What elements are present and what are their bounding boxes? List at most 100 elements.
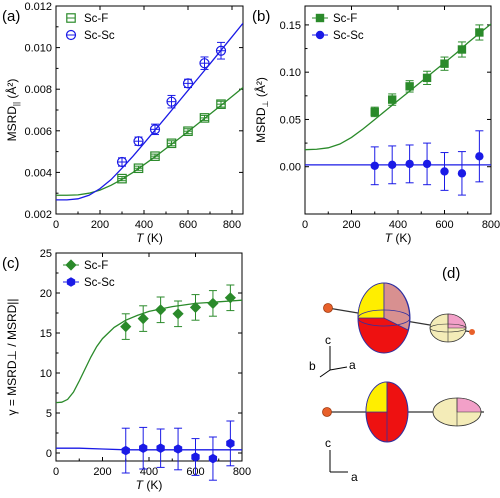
x-axis-label-var: T [385,231,394,245]
y-axis-label: γ = MSRD⊥ / MSRD|| [5,298,19,415]
fit-line [56,87,243,196]
data-point [189,301,202,313]
y-tick-label: 0.10 [280,67,301,79]
data-point [422,73,432,83]
y-tick-label: 0.006 [24,126,52,138]
panel-b-chart: 0 200 400 600 800 0.00 0.05 0.10 0.15 T (K) MSRD⊥ … [252,5,500,245]
data-point [166,96,177,107]
axis-b-top [319,369,331,378]
y-tick-label: 15 [40,328,52,340]
y-tick-label: 0.00 [280,162,301,174]
x-axis-label: T (K) [136,478,163,492]
data-point [422,159,432,169]
data-point [155,304,167,316]
data-point [139,443,148,453]
series-sc-f [56,87,243,196]
panel-d-illustration: (d) c a b [309,265,484,484]
x-tick-label: 200 [342,219,360,231]
axis-a-top [329,366,348,371]
y-tick-label: 0.010 [24,43,52,55]
legend-label: Sc-Sc [333,30,364,42]
y-axis-label: MSRD⊥ (Å²) [253,77,270,143]
x-tick-label: 800 [233,466,251,478]
x-axis-label-var: T [136,478,145,492]
data-point [224,292,236,304]
ellipsoid-group-top [323,282,475,354]
fit-line [56,299,242,404]
data-point [370,107,379,117]
x-axis-label-unit: (K) [143,478,162,492]
series-sc-sc [56,420,242,481]
axis-a-bottom-label: a [351,470,358,484]
panel-a-chart: 0 200 400 600 800 0.002 0.004 0.006 0.008 0.010 0.… [2,1,244,245]
axis-b-top-label: b [309,359,316,373]
data-point [457,45,467,54]
sc-ellipsoid-bottom-octant [365,381,388,413]
x-tick-label: 400 [389,219,407,231]
panel-label: (b) [252,8,270,25]
data-point [387,95,397,104]
legend-label: Sc-F [333,13,357,25]
data-point [405,159,414,169]
x-tick-label: 0 [53,466,59,478]
data-point [370,161,379,170]
y-axis-label-unit: (Å²) [4,79,19,102]
sc-ellipsoid-top-equator [357,309,411,327]
data-point [440,167,449,176]
series-sc-f [56,284,242,404]
x-tick-label: 600 [179,219,197,231]
y-axis-label: MSRD|| (Å²) [4,79,21,142]
sc-ellipsoid-top-octant [357,282,385,319]
data-point [475,152,484,161]
data-point [182,78,194,89]
f-atom-bottom [322,407,332,417]
data-point [191,452,200,462]
y-tick-label: 25 [40,248,52,260]
f-atom-top-right [469,329,475,335]
data-point [116,156,128,168]
y-tick-label: 5 [46,408,52,420]
data-point [149,124,161,135]
y-tick-label: 10 [40,368,52,380]
f-atom-top [323,303,333,313]
x-axis-label-unit: (K) [144,231,163,245]
y-tick-label: 0.012 [24,1,52,13]
axes-indicator-top: c a b [309,333,356,378]
y-tick-label: 0.008 [24,84,52,96]
panel-label: (a) [2,8,20,25]
x-tick-label: 200 [91,219,109,231]
x-tick-label: 800 [482,219,500,231]
legend-label: Sc-Sc [84,30,115,42]
legend-marker [65,29,77,41]
axes-indicator-bottom: c a [325,436,358,484]
legend-label: Sc-F [84,260,108,272]
series-sc-sc [305,130,491,196]
x-axis-label: T (K) [136,231,163,245]
data-point [457,169,467,178]
x-tick-label: 400 [135,219,153,231]
data-point [121,445,130,456]
x-tick-label: 0 [302,219,308,231]
panel-d-label: (d) [442,265,460,282]
axis-a-top-label: a [349,358,356,372]
data-point [475,28,484,37]
fit-line [56,447,242,451]
x-tick-label: 0 [53,219,59,231]
x-axis-label-unit: (K) [392,231,411,245]
data-point [405,82,414,91]
series-sc-sc [56,22,243,201]
f-ellipsoid-bottom-octant [456,397,482,413]
axis-c-top-label: c [325,333,331,347]
y-axis-label-sub: || [12,102,21,106]
data-point [173,444,183,454]
y-tick-label: 0.004 [24,167,52,179]
data-point [133,136,144,147]
x-axis-label: T (K) [385,231,412,245]
data-point [156,443,165,453]
y-axis-label-main: MSRD [254,107,268,143]
y-tick-label: 0.05 [280,114,301,126]
panel-label: (c) [2,255,20,272]
x-tick-label: 800 [223,219,241,231]
y-tick-label: 0.002 [24,209,52,221]
